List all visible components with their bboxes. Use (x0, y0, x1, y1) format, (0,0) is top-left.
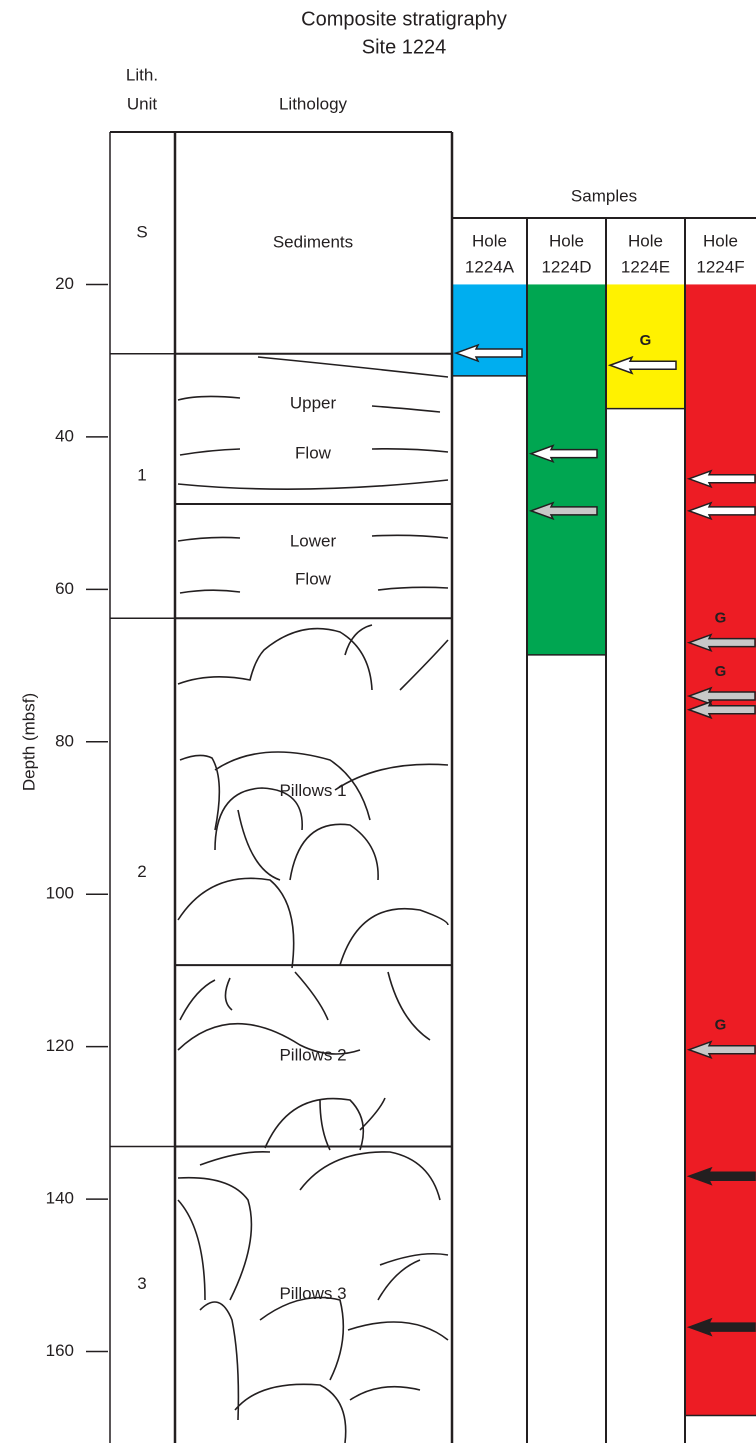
unit-label: 1 (137, 466, 146, 485)
lithology-label: Pillows 1 (279, 781, 346, 800)
y-tick-label: 60 (55, 579, 74, 598)
hole-name: Hole (703, 231, 738, 250)
lithology-label: Upper (290, 393, 337, 412)
lithology-label: Lower (290, 532, 337, 551)
sample-interval (527, 284, 606, 654)
sample-arrow-label: G (715, 663, 727, 680)
lithology-label: Flow (295, 570, 332, 589)
sample-interval (452, 284, 527, 375)
unit-label: S (136, 222, 147, 241)
hole-name: 1224E (621, 257, 670, 276)
lithology-label: Pillows 3 (279, 1284, 346, 1303)
hole-name: Hole (628, 231, 663, 250)
y-tick-label: 40 (55, 426, 74, 445)
y-tick-label: 140 (46, 1189, 74, 1208)
hole-name: 1224D (541, 257, 591, 276)
y-tick-label: 120 (46, 1036, 74, 1055)
y-tick-label: 100 (46, 884, 74, 903)
sample-arrow-label: G (715, 1017, 727, 1034)
unit-header: Unit (127, 94, 158, 113)
sample-arrow-label: G (715, 610, 727, 627)
depth-axis-label: Depth (mbsf) (19, 693, 38, 791)
lithology-label: Flow (295, 443, 332, 462)
lithology-label: Pillows 2 (279, 1045, 346, 1064)
hole-name: 1224A (465, 257, 515, 276)
hole-name: 1224F (696, 257, 744, 276)
lithology-drawing (178, 357, 448, 1443)
hole-name: Hole (472, 231, 507, 250)
stratigraphy-figure: Composite stratigraphy Site 1224 Lith. U… (0, 0, 756, 1443)
page: { "title": "Composite stratigraphy", "su… (0, 0, 756, 1443)
y-tick-label: 160 (46, 1341, 74, 1360)
subtitle: Site 1224 (362, 36, 447, 58)
samples-header: Samples (571, 186, 637, 205)
y-tick-label: 80 (55, 731, 74, 750)
unit-label: 3 (137, 1274, 146, 1293)
y-tick-label: 20 (55, 274, 74, 293)
unit-header: Lith. (126, 65, 158, 84)
sample-interval (685, 284, 756, 1415)
lithology-label: Sediments (273, 232, 353, 251)
sample-arrow-label: G (640, 332, 652, 349)
hole-name: Hole (549, 231, 584, 250)
lithology-header: Lithology (279, 94, 348, 113)
unit-label: 2 (137, 862, 146, 881)
title: Composite stratigraphy (301, 8, 507, 30)
